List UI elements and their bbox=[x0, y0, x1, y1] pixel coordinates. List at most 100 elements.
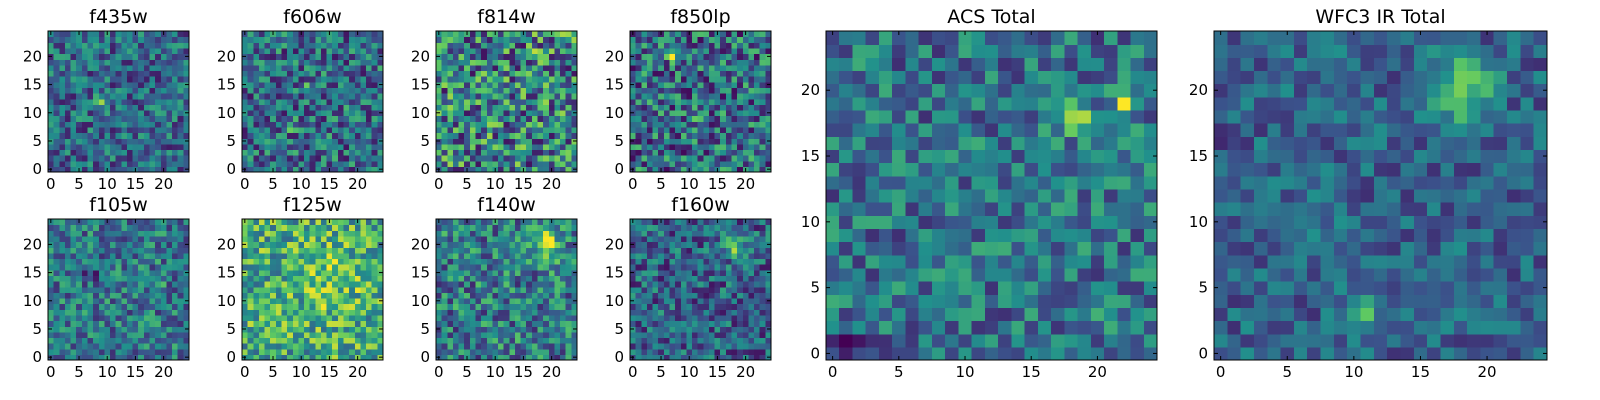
heatmap-cell bbox=[759, 326, 766, 333]
heatmap-cell bbox=[110, 281, 117, 288]
heatmap-cell bbox=[115, 326, 122, 333]
heatmap-cell bbox=[543, 224, 550, 231]
heatmap-cell bbox=[452, 348, 460, 355]
heatmap-cell bbox=[748, 47, 755, 55]
heatmap-cell bbox=[183, 343, 190, 350]
heatmap-cell bbox=[754, 354, 761, 361]
heatmap-cell bbox=[646, 331, 654, 339]
heatmap-cell bbox=[264, 264, 271, 271]
heatmap-cell bbox=[138, 76, 145, 83]
heatmap-cell bbox=[242, 132, 249, 139]
heatmap-cell bbox=[315, 320, 322, 327]
heatmap-cell bbox=[110, 224, 117, 231]
heatmap-cell bbox=[247, 230, 254, 237]
heatmap-cell bbox=[652, 87, 659, 94]
heatmap-cell bbox=[509, 235, 516, 243]
heatmap-cell bbox=[441, 247, 448, 254]
heatmap-cell bbox=[354, 235, 362, 243]
heatmap-cell bbox=[264, 331, 271, 339]
heatmap-cell bbox=[754, 343, 761, 350]
heatmap-cell bbox=[320, 275, 328, 282]
heatmap-cell bbox=[70, 59, 77, 66]
heatmap-cell bbox=[87, 143, 94, 151]
heatmap-cell bbox=[554, 241, 561, 248]
heatmap-cell bbox=[663, 286, 671, 293]
heatmap-cell bbox=[675, 166, 682, 173]
heatmap-cell bbox=[514, 132, 522, 139]
heatmap-cell bbox=[143, 264, 151, 271]
heatmap-cell bbox=[759, 81, 766, 88]
plot-frame bbox=[629, 30, 772, 173]
heatmap-cell bbox=[126, 47, 134, 55]
heatmap-cell bbox=[275, 264, 283, 271]
heatmap-cell bbox=[104, 258, 111, 265]
heatmap-cell bbox=[486, 47, 493, 55]
heatmap-cell bbox=[275, 275, 283, 282]
heatmap-cell bbox=[475, 258, 482, 265]
heatmap-cell bbox=[526, 138, 533, 145]
heatmap-cell bbox=[514, 224, 522, 231]
heatmap-cell bbox=[669, 314, 676, 322]
heatmap-cell bbox=[692, 143, 699, 151]
heatmap-cell bbox=[669, 155, 676, 162]
heatmap-cell bbox=[70, 275, 77, 282]
heatmap-cell bbox=[110, 252, 117, 260]
heatmap-cell bbox=[531, 98, 539, 105]
heatmap-cell bbox=[503, 314, 510, 322]
heatmap-cell bbox=[475, 281, 482, 288]
heatmap-cell bbox=[87, 309, 94, 316]
heatmap-cell bbox=[337, 281, 345, 288]
heatmap-cell bbox=[731, 155, 738, 162]
heatmap-cell bbox=[686, 70, 693, 77]
heatmap-cell bbox=[759, 297, 766, 305]
heatmap-cell bbox=[630, 104, 637, 111]
heatmap-cell bbox=[571, 343, 578, 350]
heatmap-cell bbox=[663, 47, 671, 55]
heatmap-cell bbox=[332, 155, 339, 162]
heatmap-cell bbox=[742, 326, 750, 333]
heatmap-cell bbox=[697, 354, 704, 361]
heatmap-cell bbox=[121, 93, 128, 100]
heatmap-cell bbox=[59, 138, 66, 145]
heatmap-cell bbox=[514, 70, 522, 77]
heatmap-cell bbox=[646, 53, 654, 60]
heatmap-cell bbox=[315, 331, 322, 339]
heatmap-cell bbox=[115, 138, 122, 145]
heatmap-cell bbox=[64, 348, 72, 355]
heatmap-cell bbox=[258, 326, 266, 333]
x-tick-label: 20 bbox=[348, 363, 367, 381]
heatmap-cell bbox=[48, 42, 55, 49]
heatmap-cell bbox=[441, 87, 448, 94]
heatmap-cell bbox=[172, 36, 179, 43]
heatmap-cell bbox=[492, 235, 499, 243]
heatmap-cell bbox=[526, 132, 533, 139]
heatmap-cell bbox=[143, 230, 151, 237]
heatmap-cell bbox=[160, 252, 168, 260]
heatmap-cell bbox=[76, 314, 83, 322]
heatmap-cell bbox=[742, 121, 750, 128]
heatmap-cell bbox=[560, 104, 567, 111]
heatmap-cell bbox=[177, 219, 184, 226]
heatmap-cell bbox=[754, 132, 761, 139]
heatmap-cell bbox=[354, 109, 362, 117]
heatmap-cell bbox=[64, 269, 72, 276]
heatmap-cell bbox=[565, 331, 572, 339]
heatmap-cell bbox=[686, 53, 693, 60]
heatmap-cell bbox=[115, 132, 122, 139]
heatmap-cell bbox=[469, 36, 477, 43]
heatmap-cell bbox=[292, 121, 299, 128]
heatmap-cell bbox=[349, 337, 356, 344]
heatmap-cell bbox=[652, 343, 659, 350]
heatmap-cell bbox=[292, 281, 299, 288]
heatmap-cell bbox=[565, 337, 572, 344]
heatmap-cell bbox=[360, 224, 367, 231]
heatmap-cell bbox=[360, 230, 367, 237]
heatmap-cell bbox=[315, 241, 322, 248]
heatmap-cell bbox=[81, 348, 89, 355]
heatmap-cell bbox=[87, 320, 94, 327]
heatmap-cell bbox=[441, 314, 448, 322]
heatmap-cell bbox=[703, 331, 710, 339]
heatmap-cell bbox=[708, 303, 716, 310]
heatmap-cell bbox=[686, 297, 693, 305]
heatmap-cell bbox=[320, 247, 328, 254]
